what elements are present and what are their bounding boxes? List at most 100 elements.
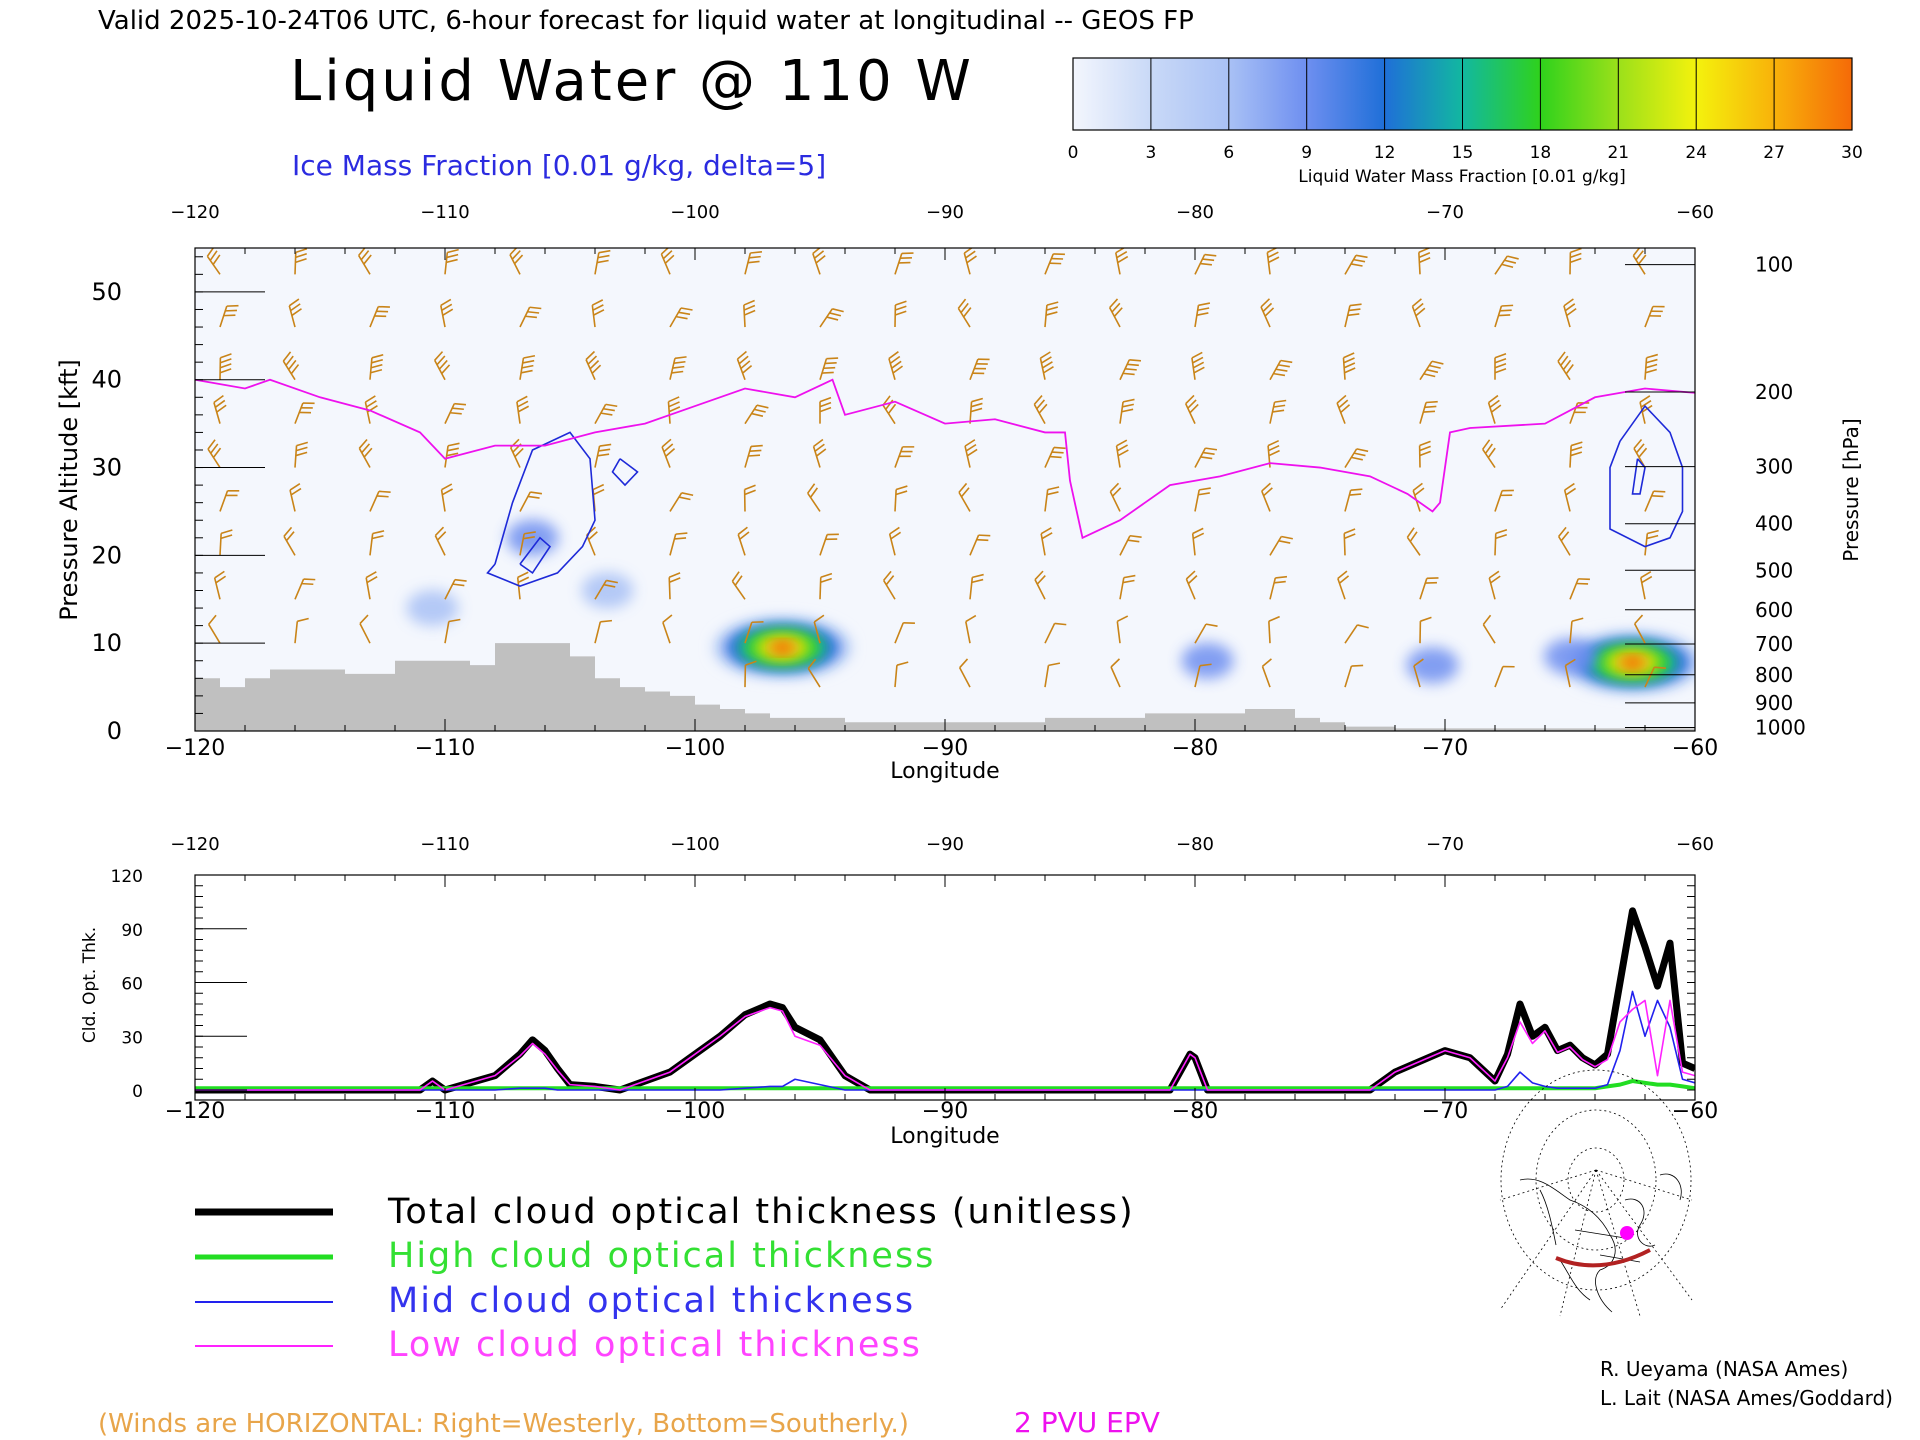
wind-barb-shaft bbox=[1119, 577, 1125, 600]
wind-barb-feather bbox=[813, 614, 825, 623]
wind-barb bbox=[1494, 665, 1515, 688]
wind-barb bbox=[219, 489, 240, 512]
wind-barb bbox=[1343, 528, 1356, 556]
wind-barb-feather bbox=[1576, 582, 1589, 585]
wind-barb-feather bbox=[1488, 394, 1499, 404]
wind-barb bbox=[737, 526, 750, 556]
wind-barb-feather bbox=[675, 532, 688, 535]
wind-barb-shaft bbox=[358, 447, 371, 468]
wind-barb-shaft bbox=[1557, 360, 1571, 381]
wind-barb bbox=[1109, 482, 1122, 512]
wind-barb bbox=[364, 395, 378, 424]
wind-barb-feather bbox=[1189, 403, 1199, 414]
lower-xlabel: Longitude bbox=[890, 1124, 999, 1149]
wind-barb-feather bbox=[446, 253, 459, 259]
y-tick-label: 50 bbox=[91, 278, 122, 306]
wind-barb bbox=[359, 614, 371, 644]
wind-barb bbox=[1344, 664, 1364, 688]
wind-barb-feather bbox=[751, 444, 763, 448]
wind-barb-shaft bbox=[1419, 360, 1433, 381]
wind-barb-feather bbox=[889, 526, 900, 535]
wind-barb-shaft bbox=[1494, 305, 1503, 328]
wind-barb bbox=[669, 532, 688, 556]
wind-barb-shaft bbox=[219, 533, 222, 556]
optical-thickness-plot: −120 −120 −110 −110 −100 −100 −90 −90 −80 −80 −70 −… bbox=[111, 834, 1719, 1124]
pressure-tick-label: 300 bbox=[1755, 455, 1793, 479]
wind-barb-feather bbox=[1275, 575, 1288, 579]
wind-barb-shaft bbox=[1266, 252, 1271, 275]
wind-barb bbox=[1633, 614, 1646, 644]
wind-barb-feather bbox=[1264, 307, 1275, 317]
x-tick-label: −120 bbox=[165, 736, 225, 761]
wind-barb bbox=[1194, 623, 1218, 644]
wind-barb-shaft bbox=[213, 577, 221, 600]
wind-barb-feather bbox=[1199, 663, 1212, 667]
wind-barb bbox=[519, 531, 536, 556]
wind-barb-feather bbox=[1033, 395, 1043, 405]
wind-barb-feather bbox=[301, 582, 314, 586]
wind-barb-feather bbox=[675, 315, 688, 320]
wind-barb-feather bbox=[1046, 301, 1059, 306]
wind-barb-feather bbox=[447, 442, 460, 447]
wind-barb bbox=[1639, 395, 1653, 424]
x-tick-label: −70 bbox=[1422, 736, 1468, 761]
wind-barb bbox=[1644, 666, 1667, 688]
wind-barb-feather bbox=[748, 454, 761, 457]
wind-barb-feather bbox=[1351, 456, 1363, 461]
wind-barb-feather bbox=[813, 438, 824, 448]
wind-barb bbox=[1044, 446, 1066, 468]
wind-barb bbox=[594, 403, 618, 425]
wind-barb-shaft bbox=[519, 306, 531, 328]
wind-barb bbox=[1034, 570, 1046, 600]
wind-barb-shaft bbox=[509, 447, 521, 468]
wind-barb bbox=[585, 350, 602, 381]
wind-barb bbox=[1487, 394, 1502, 424]
wind-barb bbox=[819, 396, 832, 424]
x-tick-label: −110 bbox=[415, 736, 475, 761]
wind-barb bbox=[283, 526, 296, 556]
wind-barb-feather bbox=[603, 407, 615, 412]
wind-barb-shaft bbox=[364, 401, 371, 424]
wind-barb-shaft bbox=[1269, 401, 1276, 424]
wind-barb-shaft bbox=[1191, 533, 1196, 556]
wind-barb-feather bbox=[1578, 578, 1590, 581]
wind-barb-feather bbox=[1574, 411, 1586, 414]
wind-barb-shaft bbox=[444, 403, 456, 424]
wind-barb bbox=[807, 658, 821, 688]
wind-barb bbox=[744, 444, 763, 468]
lower-x-tick-label-top: −90 bbox=[926, 834, 964, 855]
wind-barb-shaft bbox=[1115, 252, 1121, 275]
wind-barb-shaft bbox=[1494, 490, 1503, 512]
wind-barb-shaft bbox=[1343, 533, 1346, 556]
wind-barb-feather bbox=[209, 250, 218, 261]
wind-barb-shaft bbox=[1194, 489, 1200, 512]
wind-barb-feather bbox=[1261, 482, 1271, 492]
wind-barb-feather bbox=[1268, 444, 1280, 452]
wind-barb-feather bbox=[363, 254, 372, 265]
wind-barb-feather bbox=[303, 578, 316, 581]
wind-barb-shaft bbox=[812, 446, 821, 468]
lower-x-tick-label: −70 bbox=[1422, 1099, 1468, 1124]
wind-barb-feather bbox=[527, 495, 540, 499]
wind-barb-feather bbox=[441, 303, 453, 312]
wind-barb bbox=[964, 439, 978, 468]
wind-barb-feather bbox=[210, 443, 219, 454]
wind-barb-feather bbox=[1200, 456, 1213, 460]
wind-barb-feather bbox=[1570, 252, 1582, 259]
wind-barb-feather bbox=[291, 308, 302, 317]
wind-barb-feather bbox=[1034, 570, 1044, 581]
wind-barb bbox=[1564, 658, 1576, 688]
wind-barb-feather bbox=[213, 394, 224, 404]
wind-barb-feather bbox=[1418, 252, 1431, 259]
wind-barb-feather bbox=[434, 526, 445, 537]
wind-barb-feather bbox=[1419, 450, 1432, 457]
wind-barb bbox=[516, 571, 530, 600]
wind-barb-shaft bbox=[1115, 445, 1121, 468]
wind-barb bbox=[669, 307, 693, 328]
legend-total: Total cloud optical thickness (unitless) bbox=[387, 1192, 1135, 1232]
wind-barb-shaft bbox=[440, 305, 446, 328]
wind-barb bbox=[1488, 570, 1501, 600]
wind-barb-shaft bbox=[591, 305, 596, 328]
wind-barb bbox=[1557, 351, 1574, 381]
wind-barb-feather bbox=[442, 308, 454, 316]
